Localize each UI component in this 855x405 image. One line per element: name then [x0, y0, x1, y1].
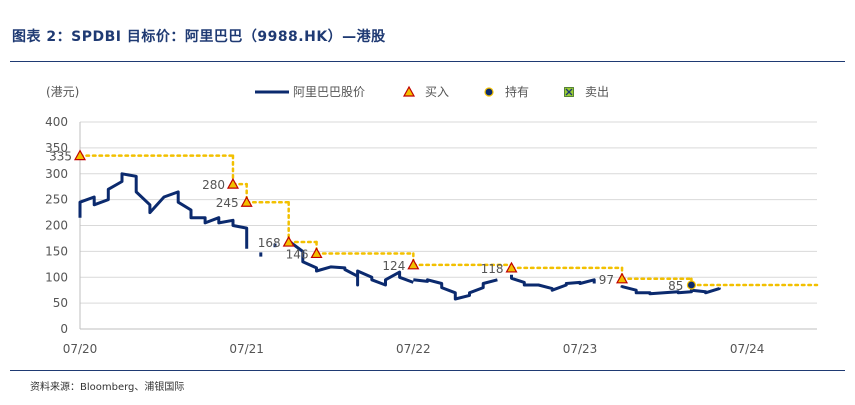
- grid: [79, 121, 817, 330]
- price-segment: [510, 274, 596, 292]
- target-value-label: 124: [382, 259, 405, 273]
- buy-marker: [73, 149, 87, 161]
- hold-marker: [484, 87, 494, 97]
- hold-marker: [686, 280, 697, 290]
- y-tick-label: 300: [45, 167, 68, 181]
- target-value-label: 280: [202, 178, 225, 192]
- figure-title: 图表 2：SPDBI 目标价：阿里巴巴（9988.HK）—港股: [12, 29, 386, 45]
- y-tick-label: 100: [45, 270, 68, 284]
- target-value-label: 118: [481, 262, 504, 276]
- target-price-steps: [78, 154, 819, 287]
- price-segment: [78, 172, 249, 249]
- x-tick-label: 07/22: [396, 342, 431, 356]
- target-value-label: 85: [668, 279, 683, 293]
- sell-marker: [564, 87, 574, 97]
- y-tick-label: 400: [45, 115, 68, 129]
- target-value-label: 97: [599, 273, 614, 287]
- legend: 阿里巴巴股价 买入 持有 卖出: [255, 84, 609, 99]
- target-value-label: 245: [216, 196, 239, 210]
- price-segment: [287, 239, 414, 287]
- y-axis-ticks: 0 50 100 150 200 250 300 350 400: [45, 115, 68, 336]
- y-tick-label: 0: [60, 322, 68, 336]
- rating-markers: 335 280 245 168 146 124 118 97 85: [49, 149, 697, 293]
- buy-marker: [310, 247, 323, 259]
- y-axis-label: (港元): [46, 85, 79, 99]
- x-tick-label: 07/21: [229, 342, 264, 356]
- buy-marker: [282, 235, 295, 247]
- price-series: [78, 172, 721, 301]
- legend-label: 卖出: [585, 85, 609, 99]
- title-rule: [10, 61, 845, 62]
- legend-label: 持有: [505, 84, 529, 99]
- sell-marker-cross: [565, 88, 573, 96]
- y-tick-label: 250: [45, 193, 68, 207]
- y-tick-label: 150: [45, 244, 68, 258]
- legend-label: 买入: [425, 85, 449, 99]
- buy-marker: [407, 258, 420, 270]
- buy-marker: [505, 261, 518, 273]
- price-segment: [413, 278, 498, 301]
- target-value-label: 168: [258, 236, 281, 250]
- x-tick-label: 07/24: [730, 342, 765, 356]
- y-tick-label: 50: [53, 296, 68, 310]
- target-value-label: 146: [286, 247, 309, 261]
- x-axis-ticks: 07/20 07/21 07/22 07/23 07/24: [63, 342, 765, 356]
- y-tick-label: 200: [45, 219, 68, 233]
- buy-marker: [402, 85, 416, 97]
- buy-marker: [615, 272, 629, 284]
- source-note: 资料来源：Bloomberg、浦银国际: [30, 382, 185, 393]
- legend-label: 阿里巴巴股价: [293, 85, 365, 99]
- x-tick-label: 07/23: [563, 342, 598, 356]
- target-value-label: 335: [49, 150, 72, 164]
- x-tick-label: 07/20: [63, 342, 98, 356]
- buy-marker: [240, 195, 253, 207]
- buy-marker: [226, 177, 239, 189]
- y-tick-label: 350: [45, 141, 68, 155]
- price-segment: [620, 285, 721, 296]
- footer-rule: [10, 370, 845, 371]
